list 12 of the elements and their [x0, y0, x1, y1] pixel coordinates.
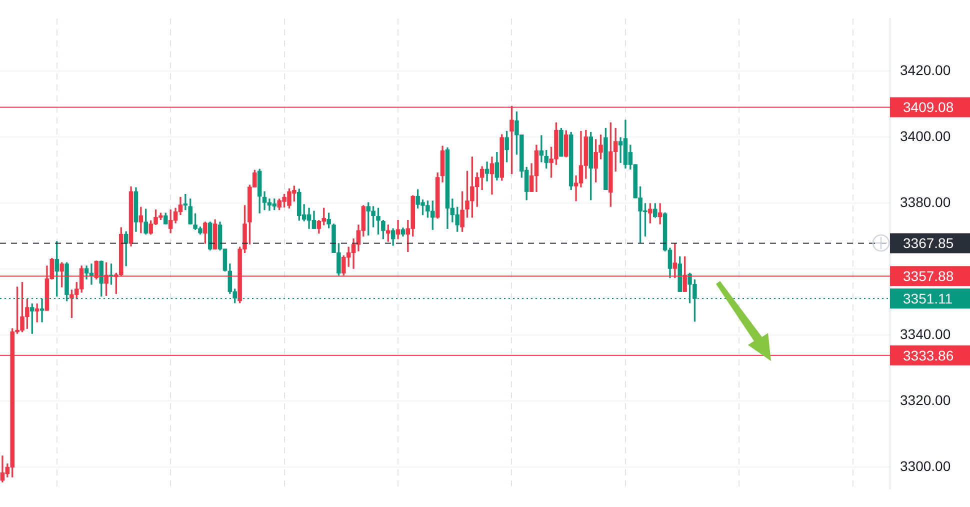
y-tick-label: 3320.00 — [900, 392, 951, 408]
y-tick-label: 3300.00 — [900, 458, 951, 474]
candlestick — [484, 162, 490, 182]
ref-line-label: 3409.08 — [903, 99, 954, 116]
ref-line-label: 3351.11 — [903, 290, 953, 306]
ref-line-label: 3367.85 — [903, 235, 954, 252]
y-tick-label: 3420.00 — [900, 62, 951, 78]
y-tick-label: 3400.00 — [900, 128, 951, 144]
ref-line-label: 3357.88 — [903, 268, 954, 284]
ref-line-label: 3333.86 — [903, 347, 954, 364]
y-tick-label: 3380.00 — [900, 194, 951, 210]
y-tick-label: 3340.00 — [900, 326, 951, 342]
